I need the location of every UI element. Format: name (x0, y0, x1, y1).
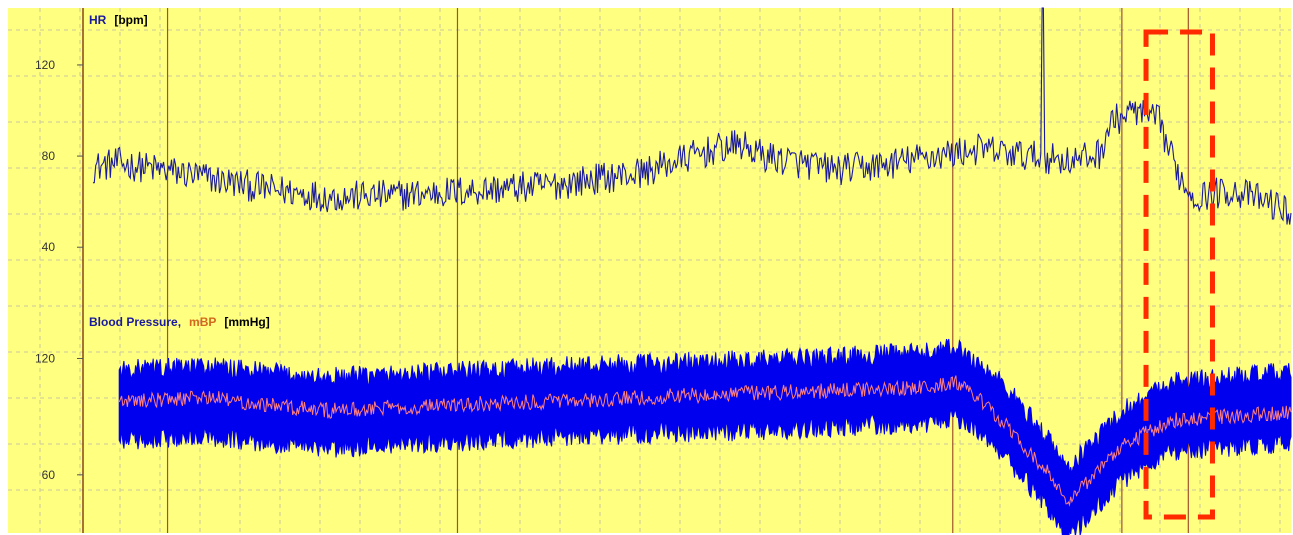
y-tick-label: 60 (42, 468, 56, 482)
panel-title-part: Blood Pressure, (89, 315, 181, 329)
panel-title-part: [mmHg] (224, 315, 269, 329)
panel-title-part: [bpm] (114, 13, 147, 27)
bp-series-band (118, 338, 1292, 535)
y-tick-label: 80 (42, 149, 56, 163)
y-tick-label: 120 (35, 351, 55, 365)
hr-series-line (92, 7, 1292, 225)
panel-title-part: HR (89, 13, 107, 27)
panel-title-part: mBP (189, 315, 216, 329)
y-tick-label: 120 (35, 58, 55, 72)
mbp-series-line (118, 375, 1292, 507)
highlight-box (1143, 29, 1215, 520)
plot-background (8, 8, 1291, 533)
y-tick-label: 40 (42, 240, 56, 254)
